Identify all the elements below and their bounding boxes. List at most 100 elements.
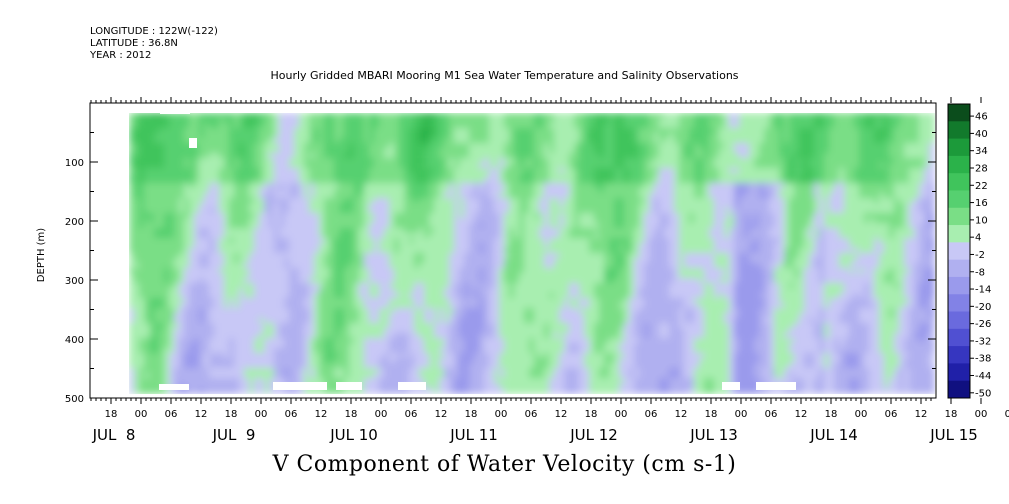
heatmap-cell: [154, 218, 160, 224]
heatmap-cell: [204, 238, 210, 244]
heatmap-cell: [189, 378, 195, 384]
heatmap-cell: [149, 348, 155, 354]
heatmap-cell: [224, 178, 230, 184]
heatmap-cell: [149, 283, 155, 289]
heatmap-cell: [189, 118, 195, 124]
heatmap-cell: [219, 323, 225, 329]
heatmap-cell: [204, 253, 210, 259]
heatmap-cell: [209, 378, 215, 384]
heatmap-cell: [144, 153, 150, 159]
heatmap-cell: [239, 363, 245, 369]
heatmap-cell: [189, 348, 195, 354]
heatmap-cell: [159, 243, 165, 249]
heatmap-cell: [204, 323, 210, 329]
heatmap-cell: [239, 198, 245, 204]
heatmap-cell: [214, 268, 220, 274]
heatmap-cell: [229, 143, 235, 149]
heatmap-cell: [199, 233, 205, 239]
heatmap-cell: [239, 143, 245, 149]
heatmap-cell: [209, 283, 215, 289]
heatmap-cell: [144, 263, 150, 269]
heatmap-cell: [224, 263, 230, 269]
heatmap-cell: [159, 318, 165, 324]
heatmap-cell: [199, 333, 205, 339]
heatmap-cell: [139, 203, 145, 209]
heatmap-cell: [239, 318, 245, 324]
heatmap-cell: [154, 208, 160, 214]
heatmap-cell: [239, 343, 245, 349]
heatmap-cell: [149, 173, 155, 179]
heatmap-cell: [129, 123, 135, 129]
heatmap-cell: [169, 378, 175, 384]
heatmap-cell: [219, 308, 225, 314]
heatmap-cell: [184, 338, 190, 344]
heatmap-cell: [224, 118, 230, 124]
heatmap-cell: [164, 238, 170, 244]
heatmap-cell: [134, 353, 140, 359]
heatmap-cell: [149, 113, 155, 119]
heatmap-cell: [144, 143, 150, 149]
heatmap-cell: [224, 128, 230, 134]
heatmap-cell: [174, 198, 180, 204]
heatmap-cell: [144, 253, 150, 259]
heatmap-cell: [129, 358, 135, 364]
heatmap-cell: [229, 273, 235, 279]
heatmap-cell: [219, 368, 225, 374]
heatmap-cell: [194, 248, 200, 254]
heatmap-cell: [129, 388, 135, 394]
heatmap-cell: [144, 258, 150, 264]
heatmap-cell: [129, 373, 135, 379]
heatmap-cell: [229, 128, 235, 134]
heatmap-cell: [239, 253, 245, 259]
heatmap-cell: [224, 268, 230, 274]
heatmap-cell: [154, 293, 160, 299]
heatmap-cell: [214, 168, 220, 174]
heatmap-cell: [204, 138, 210, 144]
heatmap-cell: [234, 243, 240, 249]
heatmap-cell: [189, 178, 195, 184]
heatmap-cell: [204, 223, 210, 229]
heatmap-cell: [219, 383, 225, 389]
heatmap-cell: [214, 298, 220, 304]
heatmap-cell: [139, 318, 145, 324]
heatmap-cell: [214, 273, 220, 279]
heatmap-cell: [129, 228, 135, 234]
heatmap-cell: [149, 118, 155, 124]
heatmap-cell: [174, 178, 180, 184]
heatmap-cell: [159, 133, 165, 139]
heatmap-cell: [174, 323, 180, 329]
heatmap-cell: [219, 188, 225, 194]
heatmap-cell: [159, 313, 165, 319]
heatmap-cell: [239, 118, 245, 124]
heatmap-cell: [229, 308, 235, 314]
heatmap-cell: [174, 233, 180, 239]
heatmap-cell: [229, 248, 235, 254]
heatmap-cell: [154, 353, 160, 359]
heatmap-cell: [144, 218, 150, 224]
heatmap-cell: [214, 153, 220, 159]
heatmap-cell: [129, 288, 135, 294]
heatmap-cell: [234, 288, 240, 294]
heatmap-cell: [149, 363, 155, 369]
heatmap-cell: [139, 348, 145, 354]
heatmap-cell: [184, 298, 190, 304]
heatmap-cell: [164, 243, 170, 249]
heatmap-cell: [239, 208, 245, 214]
heatmap-cell: [234, 353, 240, 359]
heatmap-cell: [184, 248, 190, 254]
heatmap-cell: [164, 183, 170, 189]
heatmap-cell: [189, 263, 195, 269]
heatmap-cell: [234, 188, 240, 194]
heatmap-cell: [184, 283, 190, 289]
heatmap-cell: [204, 313, 210, 319]
heatmap-cell: [199, 203, 205, 209]
heatmap-cell: [129, 268, 135, 274]
heatmap-cell: [139, 143, 145, 149]
heatmap-cell: [184, 208, 190, 214]
heatmap-cell: [129, 323, 135, 329]
heatmap-cell: [139, 148, 145, 154]
heatmap-cell: [229, 133, 235, 139]
heatmap-cell: [224, 238, 230, 244]
heatmap-cell: [164, 253, 170, 259]
heatmap-cell: [154, 258, 160, 264]
